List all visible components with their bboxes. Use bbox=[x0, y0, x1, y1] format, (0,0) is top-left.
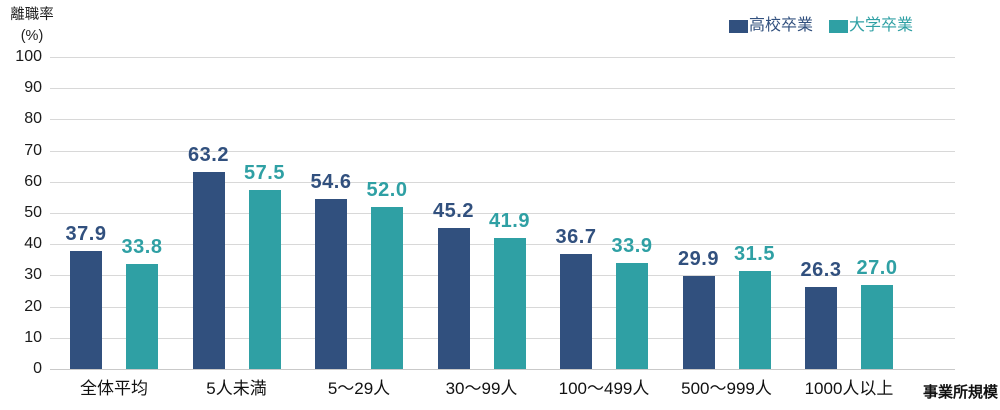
x-tick-label: 全体平均 bbox=[80, 379, 148, 398]
bar-value-label: 52.0 bbox=[366, 178, 408, 201]
bar-highschool bbox=[560, 254, 592, 369]
y-tick-label: 40 bbox=[24, 235, 42, 253]
legend-label: 大学卒業 bbox=[848, 17, 913, 34]
legend-label: 高校卒業 bbox=[748, 17, 813, 34]
bar-value-label: 33.9 bbox=[611, 235, 653, 258]
bar-university bbox=[493, 238, 526, 369]
y-tick-label: 20 bbox=[24, 297, 42, 315]
x-tick-label: 5人未満 bbox=[206, 379, 267, 398]
y-tick-label: 10 bbox=[24, 328, 42, 346]
bar-value-label: 54.6 bbox=[310, 170, 352, 193]
y-axis-title-text: 離職率 bbox=[10, 7, 54, 23]
bar-university bbox=[861, 284, 893, 369]
legend-swatch-icon bbox=[728, 19, 748, 33]
bar-value-label: 31.5 bbox=[734, 242, 775, 265]
x-tick-label: 5〜29人 bbox=[327, 379, 391, 398]
bar-value-label: 36.7 bbox=[555, 226, 597, 249]
y-axis-unit: (%) bbox=[20, 28, 44, 45]
bar-university bbox=[126, 263, 158, 369]
y-tick-label: 30 bbox=[24, 266, 42, 284]
x-axis-title: 事業所規模 bbox=[922, 384, 998, 401]
legend: 高校卒業 大学卒業 bbox=[728, 17, 913, 34]
gridline bbox=[50, 181, 955, 183]
bar-university bbox=[738, 270, 771, 369]
bar-value-label: 41.9 bbox=[489, 210, 530, 233]
bar-university bbox=[248, 189, 281, 369]
x-tick-label: 1000人以上 bbox=[804, 379, 894, 398]
y-tick-label: 0 bbox=[33, 360, 42, 377]
gridline bbox=[50, 88, 955, 90]
bar-value-label: 26.3 bbox=[800, 258, 842, 281]
bar-highschool bbox=[437, 227, 470, 369]
legend-item: 大学卒業 bbox=[828, 17, 913, 34]
y-tick-label: 70 bbox=[24, 141, 42, 159]
gridline bbox=[50, 150, 955, 152]
gridline bbox=[50, 119, 955, 121]
bar-highschool bbox=[70, 250, 102, 369]
gridline bbox=[50, 213, 955, 214]
bar-value-label: 45.2 bbox=[433, 199, 474, 222]
bar-value-label: 29.9 bbox=[678, 247, 719, 270]
y-axis-title: 離職率 (%) bbox=[8, 5, 56, 47]
y-tick-label: 100 bbox=[15, 48, 42, 65]
bar-value-label: 27.0 bbox=[856, 256, 898, 279]
bar-highschool bbox=[682, 275, 715, 369]
bar-highschool bbox=[192, 171, 225, 369]
y-tick-label: 80 bbox=[24, 110, 42, 128]
bar-university bbox=[616, 263, 648, 369]
bar-value-label: 63.2 bbox=[188, 143, 229, 166]
bar-highschool bbox=[315, 198, 347, 369]
bar-value-label: 37.9 bbox=[65, 222, 107, 245]
bar-value-label: 33.8 bbox=[121, 235, 163, 258]
legend-swatch-icon bbox=[828, 19, 848, 33]
x-axis-line bbox=[50, 369, 955, 370]
bar-highschool bbox=[805, 286, 837, 369]
bar-value-label: 57.5 bbox=[244, 161, 285, 184]
x-tick-label: 100〜499人 bbox=[558, 379, 650, 398]
y-tick-label: 90 bbox=[24, 79, 42, 97]
y-tick-label: 60 bbox=[24, 172, 42, 190]
x-tick-label: 500〜999人 bbox=[681, 379, 772, 398]
gridline bbox=[50, 57, 955, 58]
bar-university bbox=[371, 206, 403, 369]
legend-item: 高校卒業 bbox=[728, 17, 813, 34]
y-tick-label: 50 bbox=[24, 204, 42, 221]
x-tick-label: 30〜99人 bbox=[445, 379, 518, 398]
